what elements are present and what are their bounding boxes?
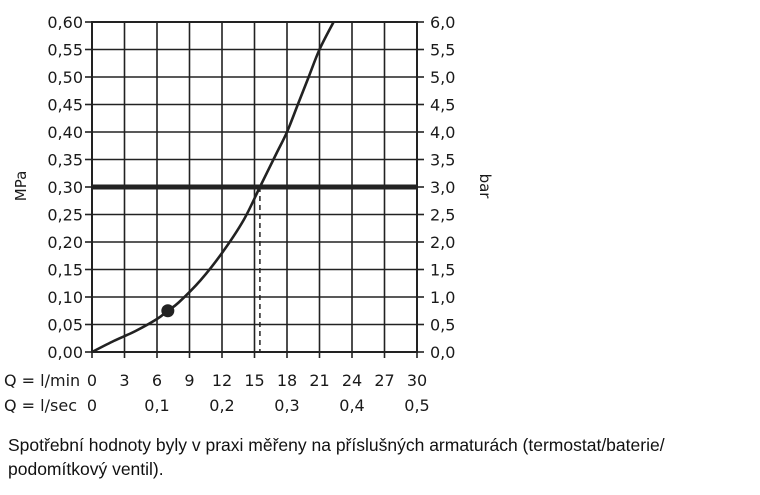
chart-marks	[91, 21, 417, 354]
left-tick-label: 0,50	[47, 68, 83, 87]
x-lsec-tick-label: 0	[87, 396, 97, 415]
flow-curve	[91, 21, 335, 354]
x-lsec-tick-label: 0,3	[274, 396, 299, 415]
right-tick-label: 5,5	[430, 41, 455, 60]
chart-grid	[92, 22, 417, 352]
right-axis-title: bar	[476, 174, 494, 200]
chart-labels: 0,00 0,00,05 0,50,10 1,00,15 1,50,20 2,00,25 2…	[47, 13, 455, 415]
x-axis-lsec-title: Q = l/sec	[4, 396, 77, 415]
right-tick-label: 6,0	[430, 13, 455, 32]
right-tick-label: 1,0	[430, 288, 455, 307]
left-tick-label: 0,25	[47, 206, 83, 225]
right-tick-label: 3,0	[430, 178, 455, 197]
right-tick-label: 3,5	[430, 151, 455, 170]
x-lmin-tick-label: 12	[212, 371, 232, 390]
right-tick-label: 2,0	[430, 233, 455, 252]
flow-pressure-chart: 0,00 0,00,05 0,50,10 1,00,15 1,50,20 2,00,25 2…	[4, 13, 494, 415]
right-tick-label: 5,0	[430, 68, 455, 87]
x-lmin-tick-label: 21	[309, 371, 329, 390]
x-lmin-tick-label: 27	[374, 371, 394, 390]
left-tick-label: 0,45	[47, 96, 83, 115]
marked-data-point	[161, 304, 175, 318]
x-lmin-tick-label: 6	[152, 371, 162, 390]
left-tick-label: 0,15	[47, 261, 83, 280]
right-tick-label: 4,5	[430, 96, 455, 115]
x-lmin-tick-label: 30	[407, 371, 427, 390]
x-lmin-tick-label: 15	[244, 371, 264, 390]
x-lmin-tick-label: 24	[342, 371, 362, 390]
right-tick-label: 0,5	[430, 316, 455, 335]
x-lsec-tick-label: 0,5	[404, 396, 429, 415]
right-tick-label: 2,5	[430, 206, 455, 225]
x-axis-lmin-title: Q = l/min	[4, 371, 80, 390]
right-tick-label: 0,0	[430, 343, 455, 362]
left-tick-label: 0,60	[47, 13, 83, 32]
left-tick-label: 0,00	[47, 343, 83, 362]
left-tick-label: 0,40	[47, 123, 83, 142]
right-tick-label: 4,0	[430, 123, 455, 142]
left-tick-label: 0,20	[47, 233, 83, 252]
left-tick-label: 0,05	[47, 316, 83, 335]
x-lmin-tick-label: 18	[277, 371, 297, 390]
measurement-note: Spotřební hodnoty byly v praxi měřeny na…	[8, 435, 665, 479]
x-lmin-tick-label: 9	[184, 371, 194, 390]
left-tick-label: 0,10	[47, 288, 83, 307]
x-lsec-tick-label: 0,1	[144, 396, 169, 415]
x-lsec-tick-label: 0,2	[209, 396, 234, 415]
left-tick-label: 0,35	[47, 151, 83, 170]
x-lsec-tick-label: 0,4	[339, 396, 364, 415]
left-axis-title: MPa	[12, 171, 30, 202]
x-lmin-tick-label: 3	[119, 371, 129, 390]
left-tick-label: 0,30	[47, 178, 83, 197]
x-lmin-tick-label: 0	[87, 371, 97, 390]
right-tick-label: 1,5	[430, 261, 455, 280]
left-tick-label: 0,55	[47, 41, 83, 60]
